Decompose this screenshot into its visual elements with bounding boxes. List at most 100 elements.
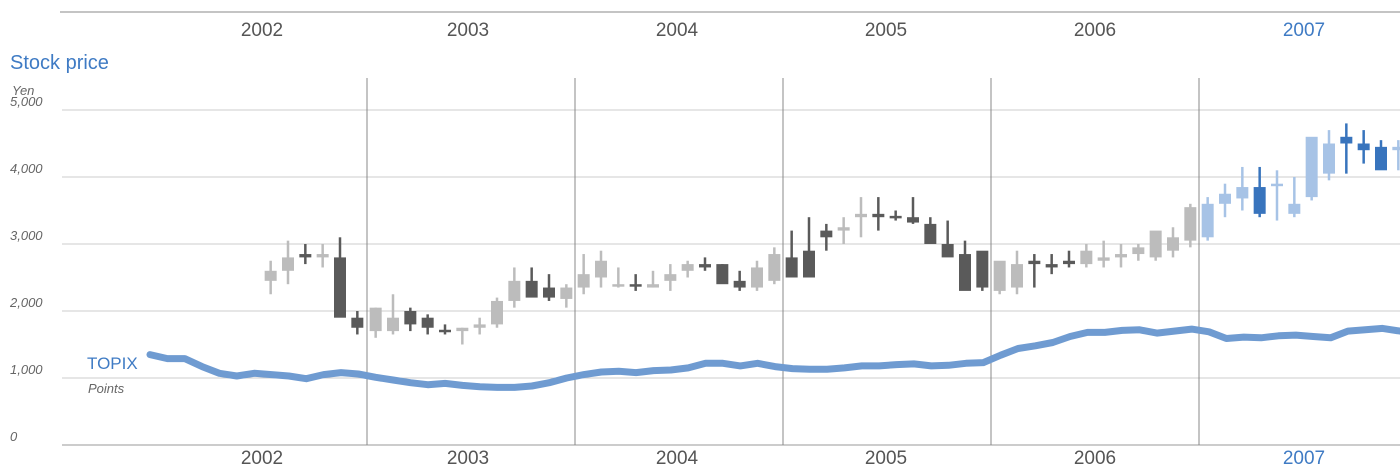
candle-body [1045,264,1058,268]
candle [1011,250,1023,295]
candle [404,307,417,332]
y-tick-label: 3,000 [10,228,43,243]
candlestick-series [264,123,1400,345]
candle-body [907,217,919,223]
candle [577,254,590,295]
candle [595,250,607,288]
candle [282,240,294,285]
candle [959,240,971,291]
candle [299,244,312,265]
candle [1028,254,1041,288]
topix-label: TOPIX [87,354,138,373]
candle-body [1080,250,1093,265]
candle [768,247,781,285]
bottom-year-labels: 2002 2003 2004 2005 2006 2007 [241,448,1325,469]
candle [473,317,486,335]
candle-body [1149,230,1162,258]
y-tick-label: 5,000 [10,94,43,109]
candle [387,294,399,335]
candle [508,267,521,308]
candle [421,314,434,335]
candle-body [1063,260,1075,265]
bottom-year-label: 2003 [447,448,489,469]
candle [1184,203,1197,248]
candle [1323,130,1335,181]
y-tick-label: 4,000 [10,161,43,176]
y-tick-label: 2,000 [9,295,43,310]
topix-unit-label: Points [88,381,125,396]
candle-body [941,244,954,258]
candle [439,324,451,335]
candle-body [855,213,867,218]
candle-body [1011,264,1023,288]
candle-body [1236,187,1249,199]
candle-body [924,223,937,244]
candle-body [681,264,694,271]
candle-body [456,327,469,332]
candle-body [1132,247,1145,255]
bottom-year-label: 2005 [865,448,907,469]
candle-body [699,264,711,268]
candle [733,270,746,291]
candle [1392,140,1400,171]
candle [889,210,902,221]
top-year-label: 2002 [241,20,283,41]
candle-body [473,324,486,328]
candle-body [351,317,364,328]
candle-body [282,257,294,271]
y-axis-unit: Yen [12,83,34,98]
candle-body [491,300,503,325]
top-year-label: 2003 [447,20,489,41]
candle-body [387,317,399,332]
year-separators [366,78,1200,445]
candle [456,327,469,345]
candle [612,267,625,288]
candle [1340,123,1353,174]
candle-body [785,257,798,278]
candle-body [1167,237,1179,251]
candle [1097,240,1110,268]
top-year-label: 2004 [656,20,699,41]
candle-body [889,215,902,219]
candle [837,217,850,244]
candle [1063,250,1075,268]
candle-body [1271,183,1283,187]
candle-body [993,260,1006,291]
candle-body [1184,207,1197,241]
candle [803,217,815,278]
candle [334,237,346,318]
candle-body [577,274,590,288]
top-year-labels: 2002 2003 2004 2005 2006 2007 [241,20,1325,41]
candle-body [803,250,815,278]
candle-body [421,317,434,328]
top-year-label: 2007 [1283,20,1325,41]
candle [872,197,885,231]
candle [351,311,364,335]
candle-body [1201,203,1214,238]
candle-body [1288,203,1301,214]
candle [699,257,711,271]
y-tick-label: 1,000 [10,362,43,377]
candle-body [1375,146,1387,171]
topix-line [146,324,1400,391]
candle [785,230,798,278]
candle [1115,244,1127,268]
candle [1357,130,1370,164]
candle-body [959,254,971,291]
candle [369,307,382,338]
candle [1167,227,1179,258]
candle [820,223,833,251]
candle-body [299,254,312,258]
candle-body [560,287,573,299]
candle [1305,136,1318,201]
candle [1375,140,1387,171]
candle-body [837,227,850,231]
candle-body [716,264,729,285]
candle [941,220,954,258]
chart-title: Stock price [10,52,109,74]
candle [1219,183,1231,218]
bottom-year-label: 2006 [1074,448,1116,469]
candle [1253,166,1266,218]
